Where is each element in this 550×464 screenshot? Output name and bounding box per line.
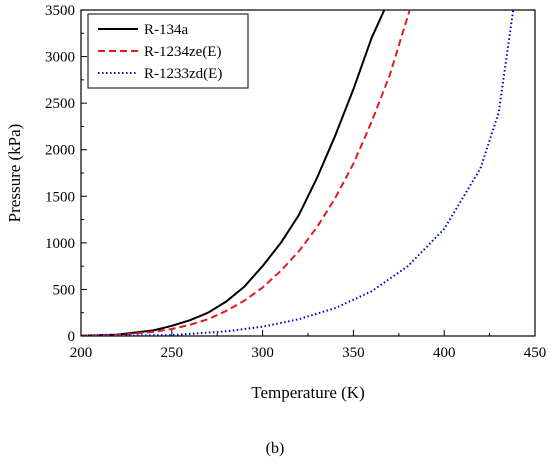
y-tick-label: 1500	[45, 189, 75, 205]
y-tick-label: 500	[53, 282, 76, 298]
y-tick-label: 0	[68, 329, 76, 345]
legend-label: R-1233zd(E)	[144, 66, 222, 82]
x-tick-label: 350	[342, 345, 365, 361]
x-tick-label: 450	[524, 345, 547, 361]
legend-label: R-1234ze(E)	[144, 44, 221, 60]
panel-label: (b)	[265, 440, 285, 457]
y-axis-ticks: 0 500 1000 1500 2000 2500 3000 3500	[45, 3, 87, 345]
y-tick-label: 3000	[45, 50, 75, 66]
series-line-3	[81, 10, 515, 336]
series-layer	[81, 10, 515, 336]
y-axis-title: Pressure (kPa)	[5, 124, 24, 223]
x-tick-label: 400	[433, 345, 456, 361]
series-line-2	[81, 10, 411, 336]
series-line-1	[81, 10, 386, 336]
y-tick-label: 1000	[45, 236, 75, 252]
x-tick-label: 250	[161, 345, 184, 361]
y-tick-label: 2500	[45, 96, 75, 112]
x-axis-ticks: 200 250 300 350 400 450	[70, 330, 547, 361]
legend: R-134a R-1234ze(E) R-1233zd(E)	[87, 13, 249, 89]
x-tick-label: 300	[251, 345, 274, 361]
x-axis-title: Temperature (K)	[251, 383, 365, 402]
legend-label: R-134a	[144, 22, 189, 38]
y-tick-label: 2000	[45, 143, 75, 159]
x-tick-label: 200	[70, 345, 93, 361]
y-tick-label: 3500	[45, 3, 75, 19]
